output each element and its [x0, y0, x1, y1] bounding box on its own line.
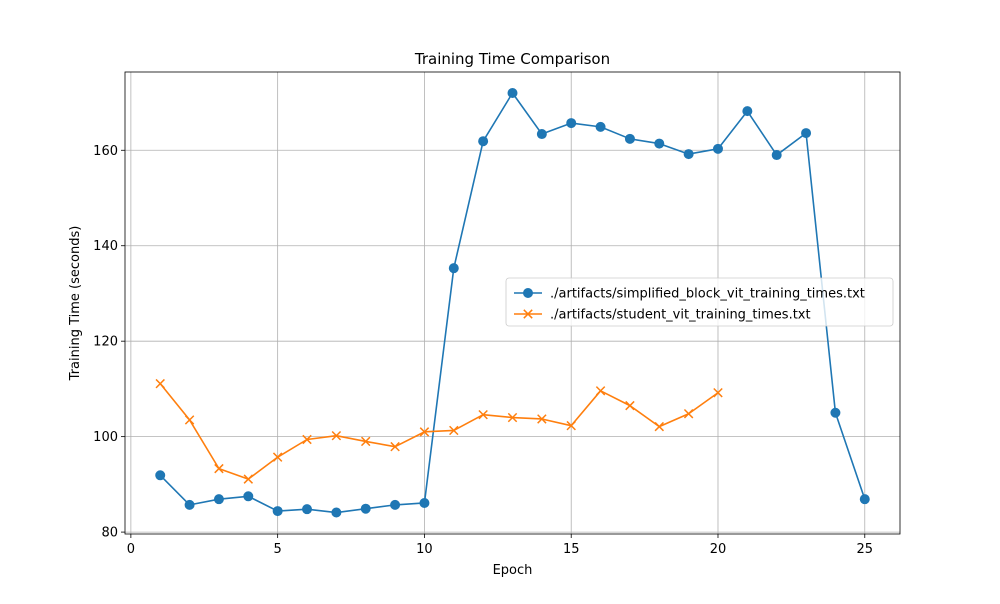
data-point	[243, 474, 254, 484]
data-point	[566, 118, 577, 129]
data-point	[683, 408, 694, 419]
series-2	[155, 378, 723, 484]
data-point	[155, 378, 165, 389]
legend-box	[505, 277, 894, 327]
data-point	[243, 491, 254, 502]
legend: ./artifacts/simplified_block_vit_trainin…	[505, 277, 894, 327]
plot-area-frame	[124, 71, 901, 535]
data-point	[478, 409, 488, 420]
data-point	[625, 400, 635, 411]
series-line	[159, 383, 719, 480]
data-point	[214, 463, 224, 474]
data-point	[507, 412, 518, 423]
data-point	[624, 133, 635, 144]
legend-marker	[523, 288, 533, 298]
x-tick-label: 20	[710, 542, 727, 557]
x-tick-label: 0	[127, 542, 135, 557]
data-point	[683, 149, 694, 160]
x-axis-label: Epoch	[493, 563, 533, 578]
data-point	[155, 470, 166, 481]
x-tick-label: 15	[563, 542, 580, 557]
legend-label: ./artifacts/student_vit_training_times.t…	[550, 308, 811, 323]
data-point	[419, 497, 430, 508]
data-point	[449, 425, 459, 436]
data-point	[713, 387, 723, 398]
data-point	[507, 88, 518, 98]
data-point	[390, 441, 400, 452]
axis-layer: 0 5 10 15 20 25 80 100 120 140 160	[93, 144, 873, 557]
data-point	[448, 263, 459, 274]
data-point	[742, 106, 753, 117]
data-point	[771, 150, 782, 161]
y-tick-label: 140	[93, 239, 118, 254]
y-tick-label: 80	[101, 526, 118, 541]
data-point	[184, 499, 195, 510]
x-tick-label: 10	[416, 542, 433, 557]
series-1	[155, 88, 870, 518]
data-point	[360, 436, 371, 447]
x-tick-label: 5	[274, 542, 282, 557]
data-point	[536, 129, 547, 140]
data-point	[302, 504, 313, 515]
chart-title: Training Time Comparison	[414, 50, 610, 68]
legend-items: ./artifacts/simplified_block_vit_trainin…	[514, 287, 865, 323]
y-axis-label: Training Time (seconds)	[68, 226, 83, 382]
data-point	[801, 128, 812, 139]
data-point	[331, 430, 342, 441]
data-point	[213, 494, 224, 505]
legend-marker	[523, 309, 533, 319]
data-point	[595, 386, 606, 396]
y-tick-label: 160	[93, 144, 118, 159]
data-point	[478, 136, 489, 147]
data-point	[360, 503, 371, 514]
data-point	[537, 414, 547, 424]
data-point	[184, 415, 195, 425]
data-point	[654, 138, 665, 149]
data-point	[272, 506, 283, 517]
data-point	[859, 494, 870, 505]
y-tick-label: 100	[93, 430, 118, 445]
data-point	[390, 499, 401, 510]
legend-label: ./artifacts/simplified_block_vit_trainin…	[550, 287, 865, 302]
series-layer	[155, 88, 870, 518]
data-point	[595, 121, 606, 132]
data-point	[566, 420, 576, 431]
data-point	[272, 452, 283, 462]
data-point	[331, 507, 342, 518]
data-point	[654, 421, 665, 432]
data-point	[302, 434, 312, 445]
y-tick-label: 120	[93, 335, 118, 350]
data-point	[712, 143, 723, 154]
x-tick-label: 25	[856, 542, 873, 557]
data-point	[830, 407, 841, 418]
data-point	[419, 427, 430, 437]
